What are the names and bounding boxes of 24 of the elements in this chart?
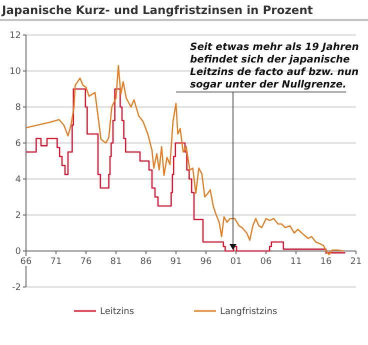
x-tick-label: 71 xyxy=(50,257,62,267)
legend-label: Langfristzins xyxy=(220,307,278,318)
x-tick-label: 21 xyxy=(350,257,362,267)
chart-title: Japanische Kurz- und Langfristzinsen in Prozent xyxy=(1,3,314,17)
x-tick-label: 66 xyxy=(20,257,32,267)
y-tick-label: 8 xyxy=(15,103,22,114)
y-tick-label: 10 xyxy=(10,67,22,78)
y-tick-label: 12 xyxy=(10,31,21,42)
x-tick-label: 06 xyxy=(260,257,272,267)
x-tick-label: 01 xyxy=(230,257,242,267)
annotation: Seit etwas mehr als 19 Jahren befindet sich der japanische Leitzins de facto auf bzw. nun sogar unter der Nullgrenze. xyxy=(190,42,359,90)
y-tick-label: 2 xyxy=(15,211,21,222)
x-tick-label: 81 xyxy=(110,257,122,267)
x-tick-label: 16 xyxy=(320,257,332,267)
y-tick-label: -2 xyxy=(12,283,21,294)
y-tick-label: 6 xyxy=(15,139,22,150)
legend-label: Leitzins xyxy=(100,307,134,318)
x-tick-label: 96 xyxy=(200,257,212,267)
y-tick-label: 0 xyxy=(15,247,22,258)
x-tick-label: 91 xyxy=(170,257,182,267)
x-tick-label: 86 xyxy=(140,257,152,267)
x-tick-label: 76 xyxy=(80,257,92,267)
x-tick-label: 11 xyxy=(290,257,302,267)
y-tick-label: 4 xyxy=(15,175,22,186)
